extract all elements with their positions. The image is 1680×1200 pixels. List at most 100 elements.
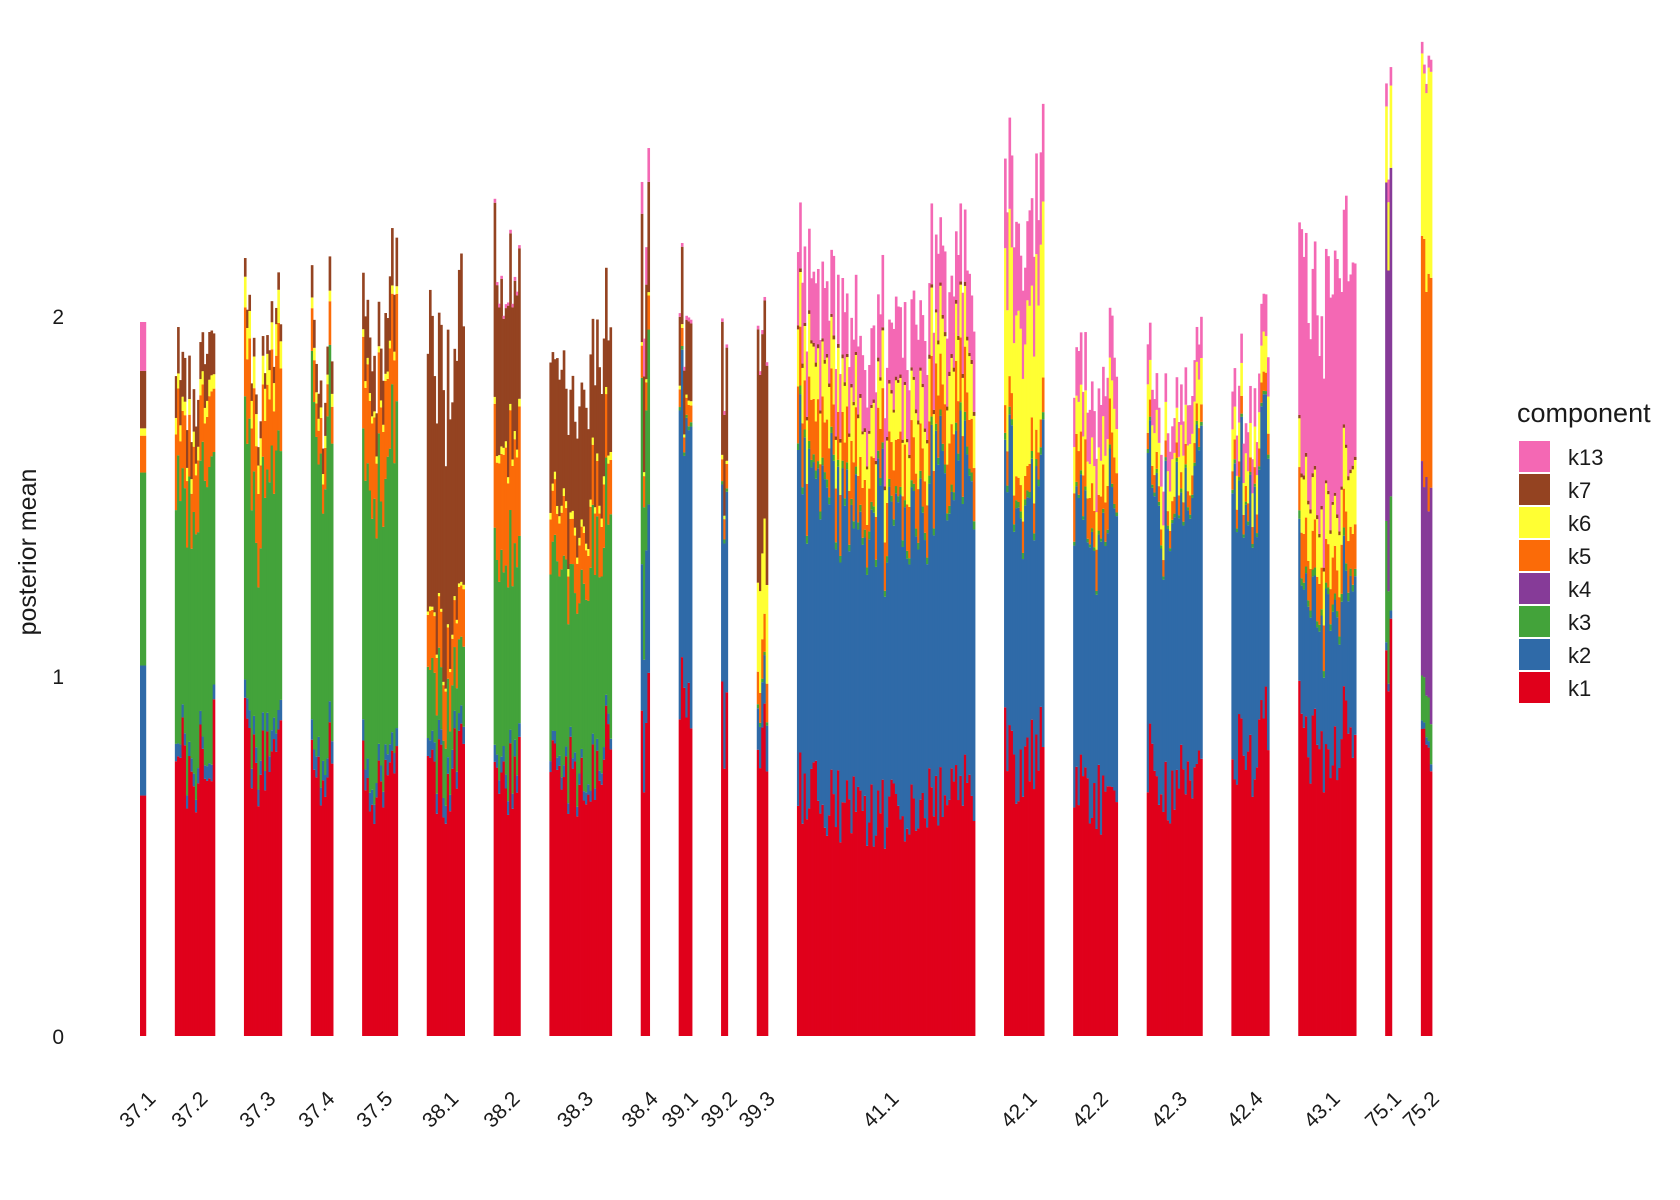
bar-segment-k3 bbox=[252, 471, 256, 716]
bar-segment-k3 bbox=[1425, 695, 1428, 738]
bar-segment-k13 bbox=[1311, 268, 1315, 474]
bar-group-38-1 bbox=[426, 253, 465, 1036]
bar-segment-k3 bbox=[179, 501, 182, 745]
bar-segment-k7 bbox=[970, 359, 974, 364]
bar-segment-k13 bbox=[1035, 153, 1038, 255]
bar-segment-k5 bbox=[1008, 376, 1012, 407]
bar-segment-k1 bbox=[580, 757, 584, 1036]
legend-label-k13: k13 bbox=[1568, 445, 1603, 470]
bar-segment-k6 bbox=[589, 499, 593, 507]
bar-segment-k2 bbox=[834, 549, 838, 828]
bar-segment-k1 bbox=[199, 724, 202, 1036]
bar-segment-k2 bbox=[257, 789, 260, 807]
bar-segment-k2 bbox=[593, 788, 597, 800]
bar-segment-k6 bbox=[1164, 401, 1168, 441]
bar-segment-k13 bbox=[1345, 195, 1348, 445]
bar-segment-k3 bbox=[386, 456, 390, 755]
bar-segment-k1 bbox=[502, 761, 506, 1036]
bar-segment-k1 bbox=[854, 811, 858, 1036]
bar-segment-k13 bbox=[721, 318, 724, 322]
bar-segment-k1 bbox=[364, 790, 367, 1036]
bar-segment-k2 bbox=[899, 494, 902, 820]
bar-segment-k6 bbox=[364, 381, 367, 388]
bar-segment-k13 bbox=[910, 299, 914, 368]
bar-segment-k13 bbox=[1255, 442, 1259, 476]
bar-segment-k6 bbox=[1429, 71, 1433, 278]
bar-segment-k6 bbox=[277, 289, 280, 323]
bar-segment-k6 bbox=[923, 431, 927, 482]
bar-segment-k3 bbox=[1084, 486, 1087, 491]
bar-segment-k3 bbox=[493, 527, 497, 745]
bar-segment-k5 bbox=[261, 384, 265, 457]
bar-segment-k6 bbox=[921, 387, 925, 449]
bar-segment-k1 bbox=[1264, 686, 1268, 1036]
bar-segment-k13 bbox=[1077, 350, 1081, 402]
bar-segment-k1 bbox=[498, 793, 501, 1036]
bar-segment-k6 bbox=[493, 396, 497, 404]
bar-segment-k7 bbox=[819, 410, 822, 414]
bar-segment-k7 bbox=[553, 359, 557, 472]
bar-segment-k1 bbox=[1342, 686, 1346, 1036]
bar-segment-k2 bbox=[888, 486, 891, 797]
legend-swatch-k4 bbox=[1519, 573, 1550, 604]
bar-segment-k2 bbox=[580, 748, 584, 758]
bar-segment-k2 bbox=[248, 710, 252, 729]
bar-segment-k6 bbox=[208, 379, 211, 397]
bar-segment-k1 bbox=[850, 833, 853, 1036]
bar-segment-k3 bbox=[321, 513, 325, 761]
bar-segment-k2 bbox=[1253, 486, 1257, 780]
bar-segment-k1 bbox=[1177, 788, 1181, 1036]
bar-segment-k5 bbox=[1006, 451, 1009, 486]
legend-swatch-k2 bbox=[1519, 639, 1550, 670]
bar-segment-k1 bbox=[1035, 734, 1038, 1036]
bar-segment-k3 bbox=[883, 590, 887, 597]
bar-segment-k2 bbox=[1102, 512, 1105, 776]
bar-segment-k5 bbox=[573, 535, 577, 594]
bar-segment-k1 bbox=[551, 740, 555, 1036]
bar-segment-k1 bbox=[500, 772, 503, 1036]
bar-segment-k2 bbox=[1266, 458, 1270, 751]
bar-segment-k1 bbox=[246, 718, 249, 1036]
bar-segment-k5 bbox=[455, 623, 459, 689]
bar-segment-k7 bbox=[868, 430, 871, 434]
bar-group-38-3 bbox=[549, 267, 613, 1036]
bar-segment-k6 bbox=[897, 382, 900, 439]
bar-segment-k5 bbox=[683, 437, 686, 453]
bar-segment-k3 bbox=[823, 472, 827, 480]
bar-segment-k7 bbox=[723, 414, 726, 516]
bar-segment-k5 bbox=[248, 338, 252, 419]
bar-segment-k1 bbox=[946, 805, 949, 1036]
bar-segment-k1 bbox=[897, 805, 900, 1036]
bar-segment-k2 bbox=[857, 529, 860, 787]
bar-segment-k6 bbox=[203, 407, 207, 424]
bar-segment-k1 bbox=[388, 762, 392, 1036]
bar-segment-k6 bbox=[511, 459, 515, 466]
bar-segment-k6 bbox=[685, 394, 688, 398]
bar-segment-k3 bbox=[1304, 566, 1308, 574]
bar-segment-k2 bbox=[275, 733, 278, 752]
bar-segment-k5 bbox=[910, 420, 914, 481]
bar-segment-k6 bbox=[371, 416, 374, 424]
bar-segment-k7 bbox=[426, 353, 430, 612]
bar-segment-k5 bbox=[1102, 464, 1105, 509]
bar-segment-k5 bbox=[1311, 530, 1315, 570]
bar-segment-k3 bbox=[1162, 576, 1165, 580]
bar-segment-k5 bbox=[948, 443, 951, 506]
bar-segment-k6 bbox=[1253, 426, 1257, 468]
bar-segment-k13 bbox=[863, 370, 867, 429]
bar-segment-k6 bbox=[1240, 362, 1243, 396]
bar-segment-k7 bbox=[928, 354, 931, 359]
bar-segment-k6 bbox=[453, 596, 457, 601]
bar-segment-k6 bbox=[502, 447, 506, 455]
bar-segment-k2 bbox=[825, 487, 829, 836]
bar-segment-k3 bbox=[921, 506, 925, 513]
bar-segment-k3 bbox=[607, 524, 610, 714]
bar-segment-k6 bbox=[1039, 244, 1043, 420]
bar-segment-k6 bbox=[275, 324, 278, 356]
bar-segment-k3 bbox=[1311, 569, 1315, 577]
x-tick-label: 37.2 bbox=[167, 1087, 212, 1132]
bar-segment-k1 bbox=[678, 719, 682, 1036]
bar-segment-k3 bbox=[877, 450, 880, 459]
bar-segment-k13 bbox=[1164, 373, 1168, 402]
bar-segment-k7 bbox=[874, 460, 878, 465]
